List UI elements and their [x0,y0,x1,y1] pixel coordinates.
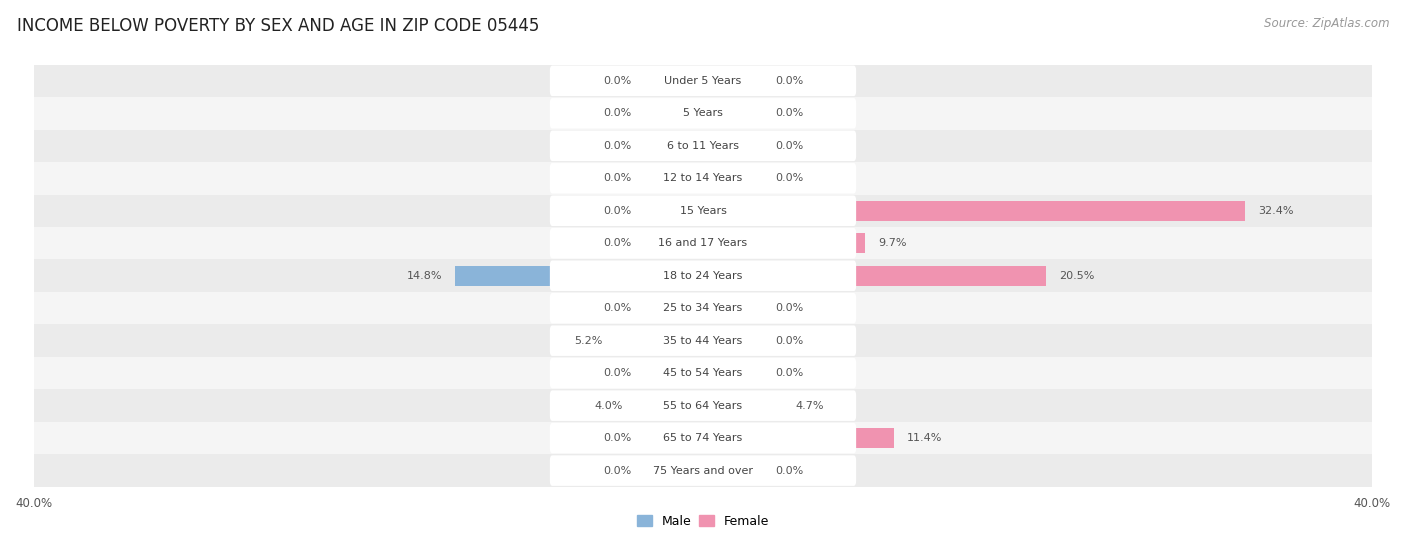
Text: 25 to 34 Years: 25 to 34 Years [664,303,742,313]
Bar [703,363,762,383]
Bar [644,71,703,91]
FancyBboxPatch shape [550,456,856,486]
FancyBboxPatch shape [550,163,856,193]
Text: 0.0%: 0.0% [603,368,631,378]
FancyBboxPatch shape [550,325,856,356]
Bar [34,195,1372,227]
Text: 0.0%: 0.0% [775,141,803,151]
Text: 0.0%: 0.0% [775,76,803,86]
Bar [703,428,894,448]
Bar [703,298,762,318]
Text: 14.8%: 14.8% [406,271,441,281]
Bar [644,428,703,448]
Text: 11.4%: 11.4% [907,433,942,443]
Text: Source: ZipAtlas.com: Source: ZipAtlas.com [1264,17,1389,30]
Bar [703,396,782,416]
Text: 55 to 64 Years: 55 to 64 Years [664,401,742,411]
Bar [703,266,1046,286]
Text: 0.0%: 0.0% [775,336,803,345]
Bar [644,233,703,253]
Text: 0.0%: 0.0% [603,206,631,216]
Bar [616,330,703,350]
Text: 0.0%: 0.0% [775,303,803,313]
Text: 5 Years: 5 Years [683,108,723,119]
Bar [644,298,703,318]
FancyBboxPatch shape [550,293,856,324]
Text: 4.0%: 4.0% [595,401,623,411]
Text: 35 to 44 Years: 35 to 44 Years [664,336,742,345]
FancyBboxPatch shape [550,196,856,226]
Text: 15 Years: 15 Years [679,206,727,216]
FancyBboxPatch shape [550,131,856,161]
Bar [644,201,703,221]
FancyBboxPatch shape [550,260,856,291]
Text: 5.2%: 5.2% [574,336,603,345]
FancyBboxPatch shape [550,423,856,453]
Text: 0.0%: 0.0% [775,173,803,183]
Bar [34,97,1372,130]
Bar [34,227,1372,259]
Text: 12 to 14 Years: 12 to 14 Years [664,173,742,183]
Text: Under 5 Years: Under 5 Years [665,76,741,86]
FancyBboxPatch shape [550,228,856,258]
Bar [644,461,703,481]
Text: 75 Years and over: 75 Years and over [652,466,754,476]
Bar [703,461,762,481]
Text: 0.0%: 0.0% [775,108,803,119]
Bar [703,233,865,253]
Text: 18 to 24 Years: 18 to 24 Years [664,271,742,281]
Bar [34,324,1372,357]
Bar [636,396,703,416]
Bar [644,363,703,383]
Bar [34,422,1372,454]
Bar [703,136,762,156]
Bar [34,162,1372,195]
Text: 0.0%: 0.0% [603,173,631,183]
Bar [703,201,1246,221]
Text: 32.4%: 32.4% [1258,206,1294,216]
FancyBboxPatch shape [550,390,856,421]
Text: 45 to 54 Years: 45 to 54 Years [664,368,742,378]
Bar [703,168,762,188]
Bar [34,65,1372,97]
Bar [34,292,1372,324]
Bar [644,168,703,188]
Text: 9.7%: 9.7% [879,238,907,248]
Bar [34,357,1372,390]
Text: INCOME BELOW POVERTY BY SEX AND AGE IN ZIP CODE 05445: INCOME BELOW POVERTY BY SEX AND AGE IN Z… [17,17,540,35]
FancyBboxPatch shape [550,65,856,96]
Text: 0.0%: 0.0% [775,368,803,378]
FancyBboxPatch shape [550,98,856,129]
Text: 16 and 17 Years: 16 and 17 Years [658,238,748,248]
Text: 0.0%: 0.0% [603,238,631,248]
Text: 0.0%: 0.0% [775,466,803,476]
Bar [644,103,703,124]
Bar [34,130,1372,162]
Text: 0.0%: 0.0% [603,76,631,86]
Bar [703,103,762,124]
Bar [34,259,1372,292]
Text: 0.0%: 0.0% [603,141,631,151]
Text: 0.0%: 0.0% [603,303,631,313]
Bar [34,390,1372,422]
Text: 20.5%: 20.5% [1060,271,1095,281]
Text: 6 to 11 Years: 6 to 11 Years [666,141,740,151]
Text: 65 to 74 Years: 65 to 74 Years [664,433,742,443]
Text: 0.0%: 0.0% [603,433,631,443]
Bar [703,71,762,91]
Text: 0.0%: 0.0% [603,108,631,119]
Bar [644,136,703,156]
FancyBboxPatch shape [550,358,856,389]
Bar [34,454,1372,487]
Text: 0.0%: 0.0% [603,466,631,476]
Bar [703,330,762,350]
Text: 4.7%: 4.7% [794,401,824,411]
Bar [456,266,703,286]
Legend: Male, Female: Male, Female [631,510,775,533]
